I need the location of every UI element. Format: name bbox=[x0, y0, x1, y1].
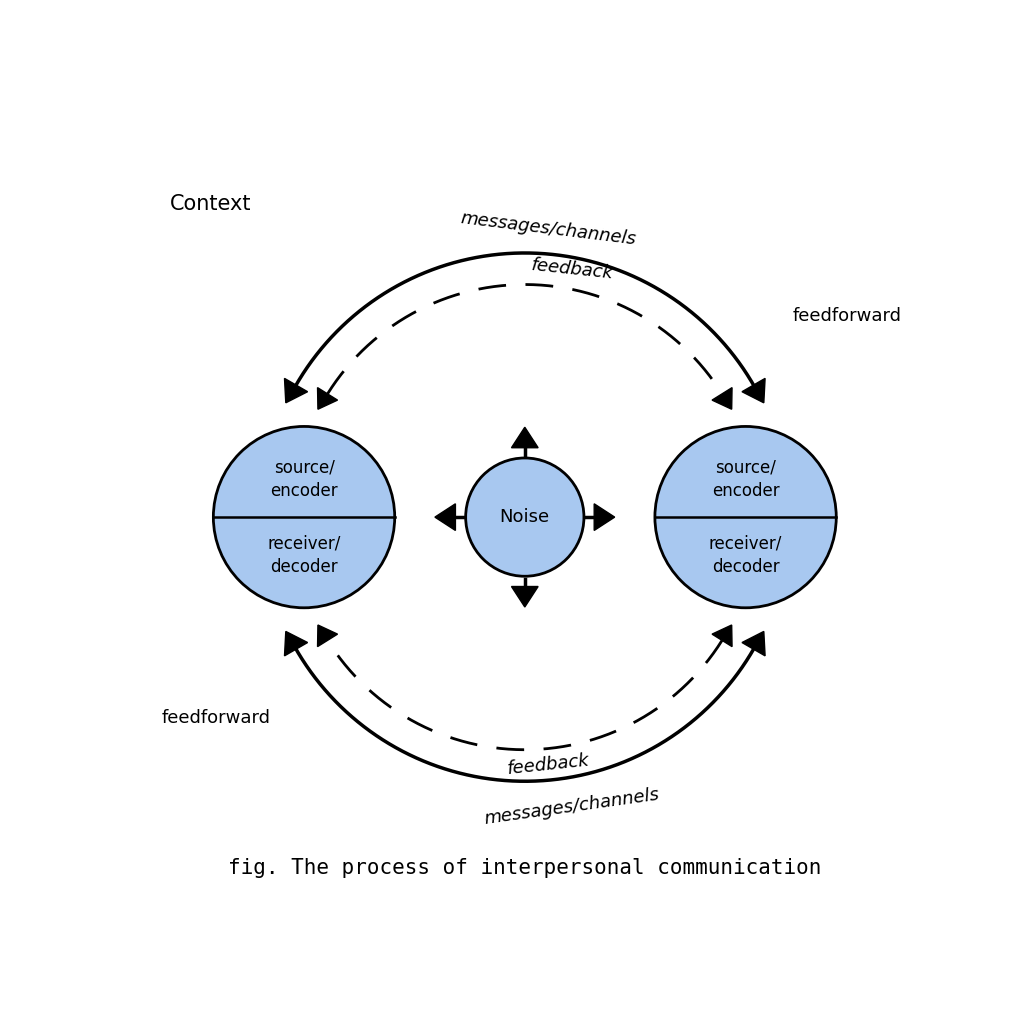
Text: receiver/
decoder: receiver/ decoder bbox=[709, 535, 782, 577]
Text: messages/channels: messages/channels bbox=[483, 785, 660, 827]
Polygon shape bbox=[285, 379, 307, 402]
Text: Noise: Noise bbox=[500, 508, 550, 526]
Text: source/
encoder: source/ encoder bbox=[270, 458, 338, 500]
Text: feedback: feedback bbox=[507, 752, 591, 778]
Polygon shape bbox=[511, 587, 539, 607]
Polygon shape bbox=[317, 388, 338, 410]
Polygon shape bbox=[317, 625, 338, 646]
Circle shape bbox=[655, 426, 837, 608]
Text: feedforward: feedforward bbox=[162, 710, 271, 727]
Polygon shape bbox=[712, 388, 732, 410]
Polygon shape bbox=[712, 625, 732, 646]
Text: fig. The process of interpersonal communication: fig. The process of interpersonal commun… bbox=[228, 858, 821, 878]
Text: messages/channels: messages/channels bbox=[460, 210, 637, 249]
Polygon shape bbox=[285, 632, 307, 655]
Text: feedforward: feedforward bbox=[793, 307, 902, 325]
Circle shape bbox=[213, 426, 394, 608]
Polygon shape bbox=[742, 379, 765, 402]
Text: feedback: feedback bbox=[530, 256, 614, 283]
Text: Context: Context bbox=[170, 194, 252, 214]
Polygon shape bbox=[435, 504, 456, 530]
Polygon shape bbox=[742, 632, 765, 655]
Text: source/
encoder: source/ encoder bbox=[712, 458, 779, 500]
Polygon shape bbox=[594, 504, 614, 530]
Polygon shape bbox=[511, 427, 539, 447]
Text: receiver/
decoder: receiver/ decoder bbox=[267, 535, 341, 577]
Circle shape bbox=[466, 458, 584, 577]
